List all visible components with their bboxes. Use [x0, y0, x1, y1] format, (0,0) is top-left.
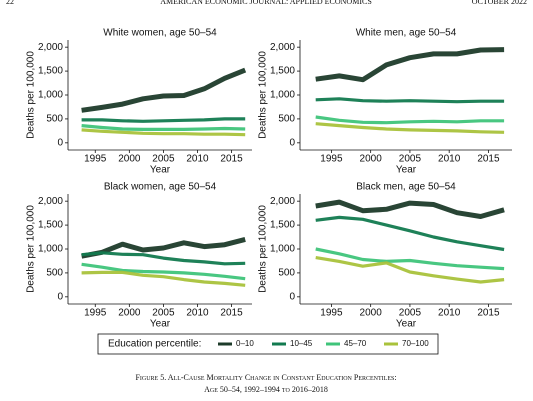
series-line: [315, 115, 505, 125]
y-tick-label: 2,000: [270, 196, 295, 207]
x-tick-label: 2005: [152, 308, 175, 319]
x-tick-label: 2005: [399, 154, 422, 165]
x-tick-label: 1995: [84, 154, 107, 165]
x-tick-label: 2015: [220, 154, 243, 165]
legend-box: [97, 333, 439, 355]
y-tick-label: 2,000: [38, 42, 63, 53]
x-tick-label: 1995: [320, 154, 343, 165]
series-line: [315, 47, 505, 83]
x-tick-label: 2000: [118, 308, 141, 319]
series-line: [315, 199, 505, 219]
x-tick-label: 2000: [360, 308, 383, 319]
series-line: [315, 256, 505, 284]
x-tick-label: 2010: [438, 308, 461, 319]
legend-label: 45–70: [344, 339, 367, 348]
x-tick-label: 1995: [320, 308, 343, 319]
x-axis-label: Year: [150, 165, 171, 176]
caption: Age 50–54, 1992–1994 to 2016–2018: [204, 385, 328, 394]
y-tick-label: 1,500: [38, 66, 63, 77]
y-tick-label: 1,000: [38, 244, 63, 255]
y-tick-label: 0: [57, 137, 63, 148]
x-tick-label: 2015: [477, 154, 500, 165]
series-line: [81, 128, 246, 137]
series-line: [81, 117, 246, 123]
series-line: [81, 262, 246, 281]
y-axis-label: Deaths per 100,000: [258, 205, 269, 293]
series-line: [315, 215, 505, 252]
x-tick-label: 1995: [84, 308, 107, 319]
journal-name: AMERICAN ECONOMIC JOURNAL: APPLIED ECONO…: [160, 0, 372, 6]
y-axis-label: Deaths per 100,000: [26, 51, 37, 139]
x-axis-label: Year: [396, 319, 417, 330]
y-tick-label: 2,000: [270, 42, 295, 53]
y-axis-label: Deaths per 100,000: [258, 51, 269, 139]
y-tick-label: 0: [57, 291, 63, 302]
series-line: [315, 97, 505, 104]
legend-label: 0–10: [236, 339, 254, 348]
y-tick-label: 1,000: [270, 244, 295, 255]
y-tick-label: 1,500: [38, 220, 63, 231]
x-tick-label: 2000: [118, 154, 141, 165]
x-tick-label: 2010: [438, 154, 461, 165]
series-line: [81, 251, 246, 266]
y-tick-label: 500: [278, 268, 295, 279]
y-tick-label: 0: [289, 291, 295, 302]
panel-title: White men, age 50–54: [356, 28, 457, 39]
panel-title: Black women, age 50–54: [104, 182, 217, 193]
series-line: [315, 122, 505, 134]
y-tick-label: 1,500: [270, 220, 295, 231]
series-line: [81, 236, 246, 259]
issue-date: OCTOBER 2022: [472, 0, 527, 6]
x-tick-label: 2005: [152, 154, 175, 165]
y-tick-label: 1,000: [270, 90, 295, 101]
x-tick-label: 2010: [186, 308, 209, 319]
y-tick-label: 500: [278, 114, 295, 125]
legend-label: 10–45: [290, 339, 313, 348]
y-tick-label: 500: [46, 268, 63, 279]
page-number: 22: [6, 0, 14, 6]
x-axis-label: Year: [150, 319, 171, 330]
y-tick-label: 2,000: [38, 196, 63, 207]
panel-title: White women, age 50–54: [103, 28, 217, 39]
legend-title: Education percentile:: [108, 339, 201, 350]
y-tick-label: 500: [46, 114, 63, 125]
y-axis-label: Deaths per 100,000: [26, 205, 37, 293]
panel-title: Black men, age 50–54: [356, 182, 456, 193]
x-axis-label: Year: [396, 165, 417, 176]
x-tick-label: 2005: [399, 308, 422, 319]
caption: Figure 5. All-Cause Mortality Change in …: [135, 373, 396, 382]
x-tick-label: 2015: [477, 308, 500, 319]
x-tick-label: 2000: [360, 154, 383, 165]
legend-label: 70–100: [402, 339, 429, 348]
y-tick-label: 1,000: [38, 90, 63, 101]
x-tick-label: 2010: [186, 154, 209, 165]
series-line: [81, 67, 247, 113]
series-line: [81, 124, 246, 131]
series-line: [315, 247, 505, 271]
series-line: [81, 270, 246, 287]
x-tick-label: 2015: [220, 308, 243, 319]
y-tick-label: 1,500: [270, 66, 295, 77]
y-tick-label: 0: [289, 137, 295, 148]
